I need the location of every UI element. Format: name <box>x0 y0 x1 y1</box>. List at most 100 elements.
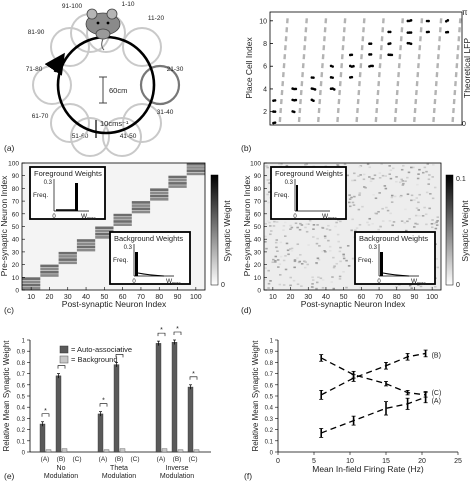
noise-cell <box>421 171 425 174</box>
bar-auto <box>187 386 194 453</box>
colorbar-d-tick-0: 0 <box>456 282 460 289</box>
noise-cell <box>299 222 302 225</box>
noise-cell <box>336 233 340 236</box>
weight-block <box>186 169 205 173</box>
sector-label: 11-20 <box>148 15 165 22</box>
noise-cell <box>374 197 378 200</box>
noise-cell <box>399 194 403 197</box>
noise-cell <box>431 197 435 200</box>
noise-cell <box>364 186 367 189</box>
spike-point <box>332 88 336 91</box>
weight-block <box>186 163 205 166</box>
noise-cell <box>359 165 363 167</box>
noise-cell <box>290 226 294 229</box>
noise-cell <box>282 259 286 262</box>
spike-point <box>352 64 355 68</box>
sector-circle <box>122 27 162 67</box>
legend-auto-swatch <box>59 345 69 354</box>
tick-label: 100 <box>190 294 202 301</box>
tick-label: 25 <box>454 458 462 465</box>
noise-cell <box>283 221 287 224</box>
noise-cell <box>310 286 314 288</box>
spike-point <box>273 99 277 102</box>
noise-cell <box>311 279 315 281</box>
noise-cell <box>282 284 286 286</box>
tick-label: 90 <box>411 294 419 301</box>
noise-cell <box>312 224 316 226</box>
noise-cell <box>401 184 405 186</box>
noise-cell <box>328 229 332 231</box>
noise-cell <box>414 214 418 217</box>
noise-cell <box>363 186 366 188</box>
noise-cell <box>357 208 361 211</box>
noise-cell <box>269 280 272 282</box>
noise-cell <box>355 227 359 229</box>
weight-block <box>131 204 151 207</box>
group-title: Modulation <box>160 473 194 480</box>
noise-cell <box>433 222 436 225</box>
sector-label: 1-10 <box>121 1 134 8</box>
inset-ylabel: Freq. <box>358 257 373 264</box>
tick-label: 0 <box>15 288 19 295</box>
noise-cell <box>413 199 416 201</box>
lfp-phase-line <box>355 14 366 123</box>
noise-cell <box>436 266 440 269</box>
noise-cell <box>318 245 321 247</box>
colorbar-d-tick-max: 0.1 <box>456 176 466 183</box>
weight-block <box>40 274 59 277</box>
group-title: Theta <box>110 465 128 472</box>
noise-cell <box>304 226 307 229</box>
tick-label: 0 <box>257 288 261 295</box>
noise-cell <box>348 205 352 208</box>
noise-cell <box>418 214 421 217</box>
noise-cell <box>312 236 315 238</box>
noise-cell <box>390 201 394 203</box>
noise-cell <box>279 255 283 258</box>
noise-cell <box>395 286 398 288</box>
noise-cell <box>278 274 282 276</box>
noise-cell <box>274 260 277 262</box>
noise-cell <box>317 258 321 261</box>
noise-cell <box>413 226 416 228</box>
noise-cell <box>406 193 410 196</box>
spike-point <box>388 42 392 45</box>
bar-category-label: (B) <box>115 456 124 463</box>
noise-cell <box>352 204 356 206</box>
tick-label: 80 <box>12 186 20 193</box>
noise-cell <box>391 224 394 227</box>
noise-cell <box>293 260 297 263</box>
noise-cell <box>332 287 336 290</box>
significance-bracket <box>41 413 50 417</box>
significance-bracket <box>57 365 66 369</box>
noise-cell <box>408 284 412 287</box>
noise-cell <box>285 164 289 167</box>
noise-cell <box>339 220 342 223</box>
noise-cell <box>296 283 300 286</box>
colorbar-d <box>445 174 454 286</box>
noise-cell <box>431 176 434 178</box>
noise-cell <box>334 225 337 228</box>
tick-label: 0.7 <box>17 372 26 378</box>
weight-block <box>113 216 132 220</box>
spike-point <box>294 87 298 91</box>
noise-cell <box>316 257 320 260</box>
noise-cell <box>384 187 388 190</box>
sector-circle <box>102 117 142 157</box>
raster-axes <box>269 11 463 126</box>
series-line <box>320 396 426 434</box>
noise-cell <box>425 170 428 173</box>
tick-label: 70 <box>137 294 145 301</box>
noise-cell <box>416 183 419 186</box>
inset-xtick-max: Wmax <box>81 213 96 221</box>
noise-cell <box>407 171 411 174</box>
tick-label: 90 <box>12 173 20 180</box>
panel-e: 0 0.1 0.2 0.3 0.4 0.5 0.6 0.7 0.8 0.9 1 * (A) * (B) (C… <box>2 326 211 480</box>
noise-cell <box>327 239 330 242</box>
inset-frame <box>109 231 191 285</box>
bar-category-label: (A) <box>157 456 166 463</box>
tick-label: 50 <box>12 224 20 231</box>
noise-cell <box>286 249 290 252</box>
significance-bracket <box>173 331 182 335</box>
weight-block <box>150 188 169 192</box>
